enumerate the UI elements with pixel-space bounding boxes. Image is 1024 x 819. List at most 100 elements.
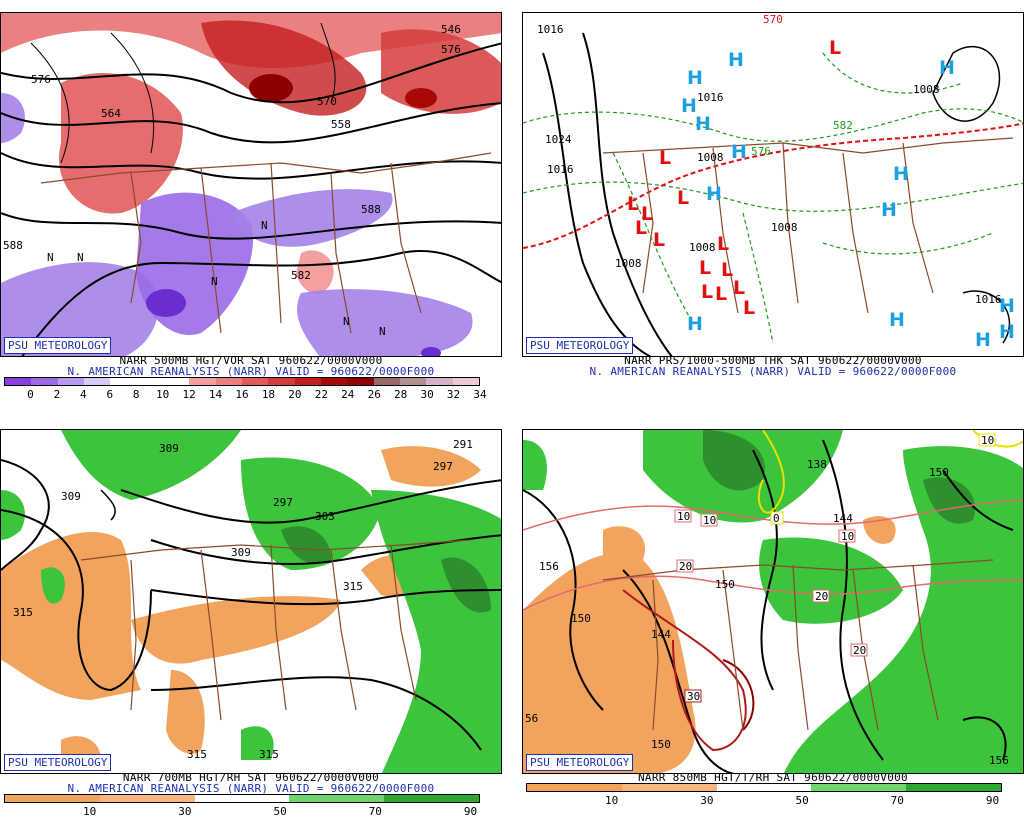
- low-pressure-marker: L: [721, 259, 734, 281]
- scale-label: 14: [208, 388, 223, 401]
- svg-text:0: 0: [773, 512, 780, 525]
- low-pressure-marker: L: [627, 193, 640, 215]
- low-pressure-marker: L: [717, 233, 730, 255]
- scale-label: 32: [446, 388, 461, 401]
- panel-caption: NARR 700MB HGT/RH SAT 960622/0000V000: [122, 771, 380, 784]
- contour-label: 156: [539, 560, 559, 573]
- contour-label: 56: [525, 712, 538, 725]
- panel-caption: NARR 850MB HGT/T/RH SAT 960622/0000V000: [638, 771, 908, 784]
- temp-label-box: 20: [850, 643, 868, 657]
- contour-label: 315: [343, 580, 363, 593]
- scale-swatch: [289, 795, 385, 802]
- scale-label: 30: [700, 794, 714, 807]
- psu-meteorology-badge: PSU METEOROLOGY: [4, 337, 112, 354]
- isobar-label: 1008: [615, 257, 642, 270]
- psu-meteorology-badge: PSU METEOROLOGY: [526, 754, 634, 771]
- high-pressure-marker: H: [889, 309, 905, 331]
- contour-label: 570: [317, 95, 337, 108]
- low-pressure-marker: L: [659, 147, 672, 169]
- svg-text:30: 30: [687, 690, 700, 703]
- contour-label: 150: [651, 738, 671, 751]
- panel-subcaption: N. AMERICAN REANALYSIS (NARR) VALID = 96…: [589, 365, 957, 378]
- psu-meteorology-badge: PSU METEOROLOGY: [526, 337, 634, 354]
- rh700-scale-labels: 10 30 50 70 90: [0, 805, 502, 819]
- scale-label: 8: [132, 388, 140, 401]
- scale-label: 50: [273, 805, 287, 818]
- panel-caption: NARR 500MB HGT/VOR SAT 960622/0000V000: [119, 354, 383, 367]
- temp-label-box: 20: [812, 589, 830, 603]
- scale-swatch: [373, 378, 400, 385]
- high-pressure-marker: H: [999, 321, 1015, 343]
- scale-label: 16: [235, 388, 249, 401]
- contour-label: 564: [101, 107, 121, 120]
- scale-label: 18: [261, 388, 276, 401]
- scale-swatch: [57, 378, 84, 385]
- contour-label: 309: [61, 490, 81, 503]
- panel-700mb-rh: 309 309 297 303 309 315 315 291 297 315 …: [0, 417, 502, 819]
- panel-pressure-thickness: 1016 1024 1016 1016 1008 1008 1008 1008 …: [522, 0, 1024, 402]
- contour-label: 291: [453, 438, 473, 451]
- isobar-label: 1008: [697, 151, 724, 164]
- vorticity-color-scale: [4, 377, 480, 386]
- scale-label: 12: [182, 388, 196, 401]
- high-pressure-marker: H: [731, 141, 747, 163]
- scale-swatch: [716, 784, 812, 791]
- high-pressure-marker: H: [695, 113, 711, 135]
- t850-scale-labels: 10 30 50 70 90: [522, 794, 1024, 808]
- scale-swatch: [452, 378, 479, 385]
- scale-label: 28: [394, 388, 408, 401]
- high-pressure-marker: H: [728, 49, 744, 71]
- low-pressure-marker: L: [743, 297, 756, 319]
- contour-label: 315: [187, 748, 207, 761]
- vorticity-map-graphic: 576 564 570 588 588 582 576 546 558 N N …: [1, 13, 501, 356]
- panel-850mb-temp-rh: 156 150 144 150 138 144 150 156 56 150 1…: [522, 417, 1024, 819]
- isobar-label: 1008: [689, 241, 716, 254]
- vorticity-map: 576 564 570 588 588 582 576 546 558 N N …: [0, 12, 502, 357]
- isobar-label: 1016: [975, 293, 1002, 306]
- scale-label: 70: [368, 805, 382, 818]
- scale-label: 20: [288, 388, 302, 401]
- scale-label: 10: [156, 388, 170, 401]
- high-pressure-marker: H: [687, 313, 703, 335]
- scale-label: 6: [106, 388, 114, 401]
- t850-map-graphic: 156 150 144 150 138 144 150 156 56 150 1…: [523, 430, 1023, 773]
- scale-label: 90: [985, 794, 1000, 807]
- high-pressure-marker: H: [999, 295, 1015, 317]
- svg-text:10: 10: [677, 510, 690, 523]
- low-pressure-marker: L: [829, 37, 842, 59]
- scale-label: 30: [420, 388, 434, 401]
- contour-label: 315: [259, 748, 279, 761]
- low-pressure-marker: L: [635, 217, 648, 239]
- contour-label: 156: [989, 754, 1009, 767]
- scale-swatch: [194, 795, 290, 802]
- low-pressure-marker: L: [715, 283, 728, 305]
- scale-label: 70: [890, 794, 904, 807]
- scale-swatch: [621, 784, 717, 791]
- scale-swatch: [384, 795, 479, 802]
- isobar-label: 1008: [771, 221, 798, 234]
- contour-label: 150: [929, 466, 949, 479]
- contour-label: 303: [315, 510, 335, 523]
- isobar-label: 1008: [913, 83, 940, 96]
- scale-swatch: [162, 378, 190, 385]
- high-pressure-marker: H: [706, 183, 722, 205]
- high-pressure-marker: H: [687, 67, 703, 89]
- vorticity-min-marker: N: [211, 275, 218, 288]
- contour-label: 546: [441, 23, 461, 36]
- scale-label: 0: [27, 388, 34, 401]
- temp-label-box: 20: [676, 559, 694, 573]
- scale-swatch: [189, 378, 216, 385]
- scale-swatch: [268, 378, 295, 385]
- contour-label: 576: [441, 43, 461, 56]
- vorticity-min-marker: N: [47, 251, 54, 264]
- panel-500mb-vorticity: 576 564 570 588 588 582 576 546 558 N N …: [0, 0, 502, 402]
- scale-label: 34: [473, 388, 487, 401]
- scale-swatch: [399, 378, 427, 385]
- scale-label: 26: [367, 388, 381, 401]
- high-pressure-marker: H: [881, 199, 897, 221]
- vorticity-scale-labels: 0 2 4 6 8 10 12 14 16 18 20 22 24 26 28 30 32 34: [0, 388, 502, 402]
- vorticity-min-marker: N: [77, 251, 84, 264]
- scale-swatch: [426, 378, 453, 385]
- scale-swatch: [527, 784, 622, 791]
- scale-label: 24: [341, 388, 355, 401]
